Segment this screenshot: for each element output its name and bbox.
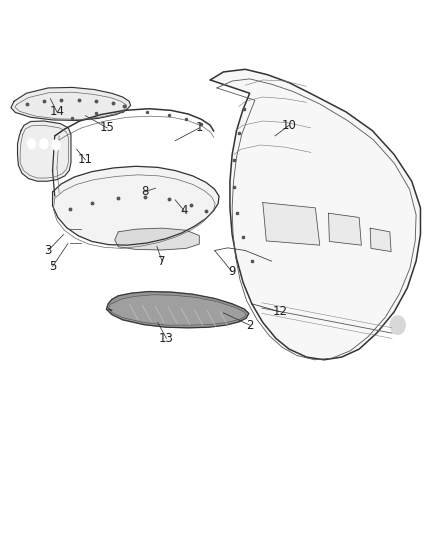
Polygon shape — [370, 228, 391, 252]
Polygon shape — [115, 228, 199, 250]
Polygon shape — [106, 292, 249, 328]
Text: 9: 9 — [228, 265, 236, 278]
Text: 1: 1 — [195, 122, 203, 134]
Text: 3: 3 — [45, 244, 52, 257]
Polygon shape — [11, 87, 131, 120]
Polygon shape — [18, 121, 71, 181]
Text: 14: 14 — [49, 106, 64, 118]
Polygon shape — [263, 203, 320, 245]
Text: 11: 11 — [78, 154, 93, 166]
Circle shape — [390, 316, 406, 335]
Text: 15: 15 — [100, 122, 115, 134]
Polygon shape — [210, 69, 420, 360]
Text: 12: 12 — [273, 305, 288, 318]
Circle shape — [52, 140, 60, 150]
Circle shape — [39, 139, 48, 149]
Text: 2: 2 — [246, 319, 254, 332]
Polygon shape — [109, 295, 246, 325]
Polygon shape — [328, 213, 361, 245]
Text: 7: 7 — [158, 255, 166, 268]
Text: 10: 10 — [282, 119, 297, 132]
Circle shape — [27, 139, 36, 149]
Polygon shape — [53, 166, 219, 245]
Text: 13: 13 — [159, 332, 174, 345]
Text: 4: 4 — [180, 204, 188, 217]
Text: 8: 8 — [141, 185, 148, 198]
Text: 5: 5 — [49, 260, 56, 273]
